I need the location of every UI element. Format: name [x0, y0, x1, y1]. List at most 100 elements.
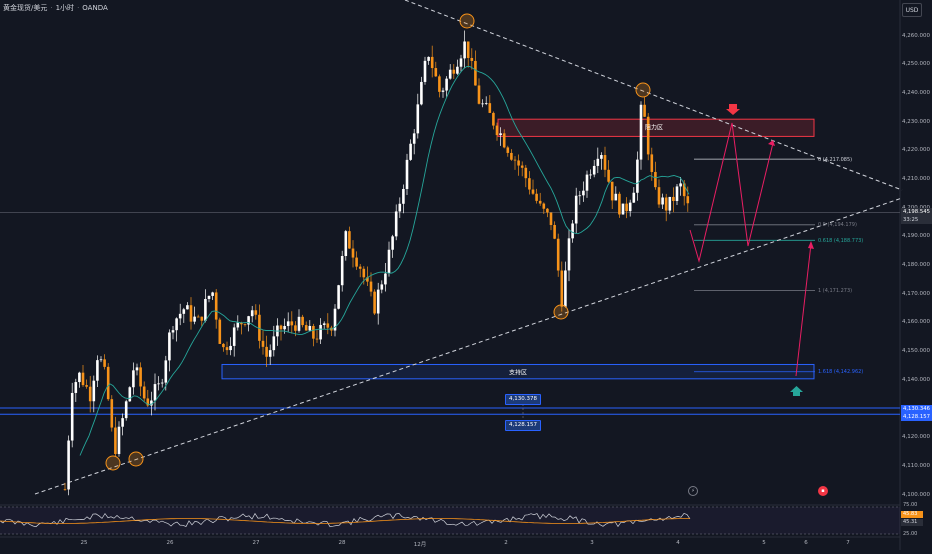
- candle-body: [182, 309, 186, 314]
- candle-body: [682, 183, 686, 197]
- upper-level-tag: 4,130.346: [901, 405, 932, 413]
- candle-body: [103, 359, 106, 367]
- pivot-highlight-circle: [459, 13, 475, 29]
- candle-body: [74, 382, 78, 393]
- candle-body: [481, 103, 484, 105]
- candle-body: [132, 370, 135, 388]
- candle-body: [506, 147, 510, 153]
- lightning-event-icon[interactable]: ⚡: [688, 486, 698, 496]
- candle-body: [171, 330, 175, 333]
- candle-body: [110, 399, 114, 428]
- candle-body: [603, 155, 607, 170]
- rsi-value-tag: 45.83: [901, 511, 923, 518]
- candle-body: [358, 266, 362, 269]
- candle-body: [207, 295, 211, 299]
- candle-body: [488, 103, 492, 113]
- candle-body: [153, 384, 157, 401]
- exchange-label: OANDA: [82, 4, 108, 12]
- candle-body: [402, 188, 405, 204]
- candle-body: [614, 193, 618, 201]
- candle-body: [538, 200, 542, 204]
- currency-button[interactable]: USD: [902, 3, 922, 17]
- candle-body: [344, 231, 348, 257]
- candle-body: [164, 360, 168, 383]
- candle-body: [373, 291, 376, 314]
- candle-body: [412, 133, 416, 144]
- price-tick-label: 4,110.000: [902, 462, 930, 469]
- candle-body: [600, 155, 603, 159]
- price-tick-label: 4,170.000: [902, 290, 930, 297]
- candle-body: [621, 203, 625, 215]
- candle-body: [387, 249, 391, 274]
- projection-arrowhead: [808, 241, 814, 249]
- candle-body: [556, 238, 560, 271]
- candle-body: [391, 236, 394, 250]
- candle-body: [474, 60, 477, 86]
- candle-body: [362, 268, 366, 278]
- time-tick-label: 28: [338, 540, 346, 546]
- candle-body: [225, 347, 229, 351]
- candle-body: [477, 85, 481, 104]
- candle-body: [470, 57, 474, 61]
- candle-body: [535, 193, 538, 201]
- candle-body: [254, 310, 258, 315]
- candle-body: [333, 308, 337, 331]
- candle-body: [650, 154, 654, 172]
- symbol-header[interactable]: 黄金现货/美元 · 1小时 · OANDA: [3, 2, 108, 14]
- candle-body: [308, 325, 312, 331]
- candle-body: [81, 372, 85, 386]
- candle-body: [70, 392, 74, 441]
- candle-body: [326, 323, 330, 328]
- price-tick-label: 4,260.000: [902, 32, 930, 39]
- candle-body: [549, 212, 553, 225]
- candle-body: [502, 133, 506, 148]
- candle-body: [232, 327, 236, 346]
- price-tick-label: 4,220.000: [902, 147, 930, 154]
- candle-body: [78, 372, 81, 383]
- price-tick-label: 4,160.000: [902, 319, 930, 326]
- candle-body: [200, 316, 204, 321]
- pivot-highlight-circle: [128, 451, 144, 467]
- price-tick-label: 4,250.000: [902, 61, 930, 68]
- flag-event-icon[interactable]: ▪: [818, 486, 828, 496]
- candle-body: [283, 326, 286, 330]
- time-tick-label: 25: [80, 540, 88, 546]
- candle-body: [639, 104, 643, 160]
- candle-body: [542, 203, 546, 209]
- candle-body: [628, 202, 632, 212]
- candle-body: [189, 305, 193, 322]
- candle-body: [268, 350, 272, 357]
- candle-body: [258, 314, 261, 341]
- rsi-ma-tag: 45.31: [901, 519, 923, 526]
- candle-body: [582, 190, 585, 196]
- candle-body: [322, 323, 326, 325]
- candle-body: [574, 195, 578, 224]
- price-tick-label: 4,100.000: [902, 491, 930, 498]
- candle-body: [124, 401, 128, 419]
- time-tick-label: 26: [166, 540, 174, 546]
- lower-level-label: 4,128.157: [505, 420, 541, 431]
- time-tick-label: 6: [804, 540, 808, 546]
- price-tick-label: 4,190.000: [902, 233, 930, 240]
- last-price-tag: 4,198.545: [901, 208, 932, 216]
- candle-body: [376, 289, 380, 314]
- candle-body: [398, 203, 402, 212]
- candle-body: [546, 208, 549, 213]
- time-tick-label: 27: [252, 540, 260, 546]
- candle-body: [178, 313, 182, 319]
- candle-body: [99, 359, 103, 361]
- candle-body: [423, 60, 427, 82]
- candle-body: [355, 257, 358, 267]
- candle-body: [405, 159, 409, 189]
- candle-body: [366, 277, 369, 282]
- down-arrow-icon: [726, 104, 740, 115]
- projection-path: [689, 122, 774, 263]
- candle-body: [564, 270, 567, 307]
- candle-body: [492, 112, 495, 126]
- candle-body: [175, 318, 178, 331]
- candle-body: [427, 56, 430, 61]
- candle-body: [117, 426, 121, 454]
- candle-body: [247, 316, 250, 325]
